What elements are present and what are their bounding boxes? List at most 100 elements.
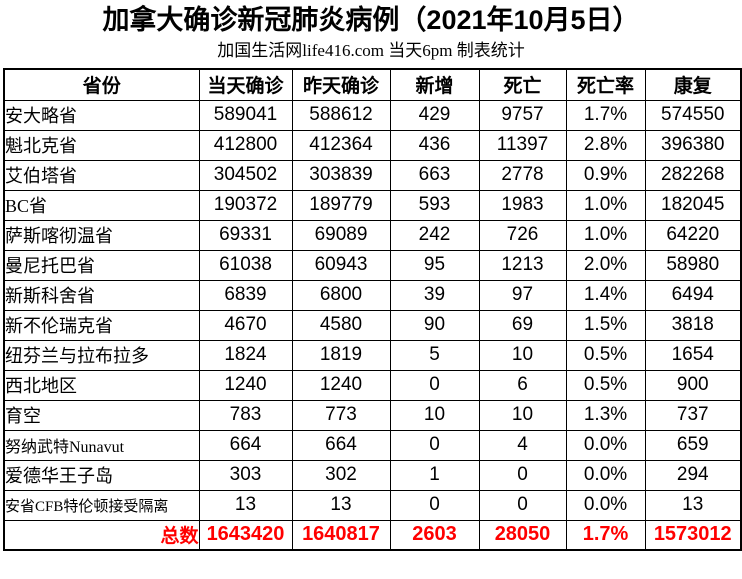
cell-province: 曼尼托巴省 [3,249,200,281]
cell-new: 0 [389,369,480,401]
cell-yesterday: 588612 [291,99,391,131]
cell-today: 304502 [198,159,293,191]
cell-today: 412800 [198,129,293,161]
table-row: 育空 783 773 10 10 1.3% 737 [3,399,742,431]
cell-new: 0 [389,429,480,461]
cell-deaths: 1983 [478,189,567,221]
cell-province: 爱德华王子岛 [3,459,200,491]
cell-death-rate: 0.0% [565,429,646,461]
total-new: 2603 [389,519,480,551]
cell-province: 魁北克省 [3,129,200,161]
cell-death-rate: 2.8% [565,129,646,161]
cell-province: 西北地区 [3,369,200,401]
cell-recovered: 64220 [644,219,742,251]
col-header-recovered: 康复 [644,68,742,101]
cell-province: 艾伯塔省 [3,159,200,191]
total-yesterday: 1640817 [291,519,391,551]
cell-yesterday: 69089 [291,219,391,251]
cell-today: 783 [198,399,293,431]
cell-today: 589041 [198,99,293,131]
table-row: BC省 190372 189779 593 1983 1.0% 182045 [3,189,742,221]
cell-deaths: 9757 [478,99,567,131]
cell-death-rate: 1.3% [565,399,646,431]
cell-new: 10 [389,399,480,431]
cell-death-rate: 0.5% [565,339,646,371]
cell-death-rate: 1.4% [565,279,646,311]
table-row: 安大略省 589041 588612 429 9757 1.7% 574550 [3,99,742,131]
cell-deaths: 0 [478,459,567,491]
total-deaths: 28050 [478,519,567,551]
cell-yesterday: 303839 [291,159,391,191]
cell-deaths: 10 [478,399,567,431]
cell-today: 61038 [198,249,293,281]
cell-yesterday: 189779 [291,189,391,221]
table-row: 萨斯喀彻温省 69331 69089 242 726 1.0% 64220 [3,219,742,251]
cell-deaths: 2778 [478,159,567,191]
cell-province: 萨斯喀彻温省 [3,219,200,251]
cell-death-rate: 2.0% [565,249,646,281]
cell-recovered: 282268 [644,159,742,191]
cell-recovered: 659 [644,429,742,461]
cell-yesterday: 1240 [291,369,391,401]
total-death-rate: 1.7% [565,519,646,551]
cell-recovered: 396380 [644,129,742,161]
col-header-deaths: 死亡 [478,68,567,101]
cell-deaths: 6 [478,369,567,401]
cell-new: 593 [389,189,480,221]
cell-death-rate: 0.0% [565,489,646,521]
cell-death-rate: 0.9% [565,159,646,191]
table-row: 曼尼托巴省 61038 60943 95 1213 2.0% 58980 [3,249,742,281]
cell-province: 新斯科舍省 [3,279,200,311]
cell-new: 90 [389,309,480,341]
total-label: 总数 [3,519,200,551]
cell-today: 190372 [198,189,293,221]
cell-yesterday: 6800 [291,279,391,311]
page-title: 加拿大确诊新冠肺炎病例（2021年10月5日） [102,5,640,35]
cell-province: 安大略省 [3,99,200,131]
cell-province: 育空 [3,399,200,431]
col-header-new: 新增 [389,68,480,101]
cell-deaths: 1213 [478,249,567,281]
header-row: 省份 当天确诊 昨天确诊 新增 死亡 死亡率 康复 [3,68,742,101]
cell-new: 1 [389,459,480,491]
cell-province: 纽芬兰与拉布拉多 [3,339,200,371]
cell-today: 13 [198,489,293,521]
cell-death-rate: 1.5% [565,309,646,341]
cell-deaths: 11397 [478,129,567,161]
cell-deaths: 69 [478,309,567,341]
cell-recovered: 6494 [644,279,742,311]
table-row: 安省CFB特伦顿接受隔离 13 13 0 0 0.0% 13 [3,489,742,521]
cell-yesterday: 4580 [291,309,391,341]
table-row: 新不伦瑞克省 4670 4580 90 69 1.5% 3818 [3,309,742,341]
total-today: 1643420 [198,519,293,551]
cell-death-rate: 1.0% [565,189,646,221]
table-row: 纽芬兰与拉布拉多 1824 1819 5 10 0.5% 1654 [3,339,742,371]
cell-province: 新不伦瑞克省 [3,309,200,341]
cell-today: 6839 [198,279,293,311]
cell-today: 664 [198,429,293,461]
cell-new: 663 [389,159,480,191]
cell-deaths: 0 [478,489,567,521]
table-row: 新斯科舍省 6839 6800 39 97 1.4% 6494 [3,279,742,311]
cell-recovered: 58980 [644,249,742,281]
col-header-yesterday: 昨天确诊 [291,68,391,101]
cell-death-rate: 0.0% [565,459,646,491]
cell-recovered: 737 [644,399,742,431]
table-row: 艾伯塔省 304502 303839 663 2778 0.9% 282268 [3,159,742,191]
col-header-death-rate: 死亡率 [565,68,646,101]
cell-yesterday: 773 [291,399,391,431]
cell-yesterday: 60943 [291,249,391,281]
cell-yesterday: 13 [291,489,391,521]
table-row: 西北地区 1240 1240 0 6 0.5% 900 [3,369,742,401]
cell-new: 429 [389,99,480,131]
cell-recovered: 900 [644,369,742,401]
cell-yesterday: 302 [291,459,391,491]
cell-new: 95 [389,249,480,281]
cell-deaths: 97 [478,279,567,311]
col-header-today: 当天确诊 [198,68,293,101]
cell-today: 1824 [198,339,293,371]
cell-today: 1240 [198,369,293,401]
cell-recovered: 3818 [644,309,742,341]
page-subtitle: 加国生活网life416.com 当天6pm 制表统计 [217,41,525,60]
